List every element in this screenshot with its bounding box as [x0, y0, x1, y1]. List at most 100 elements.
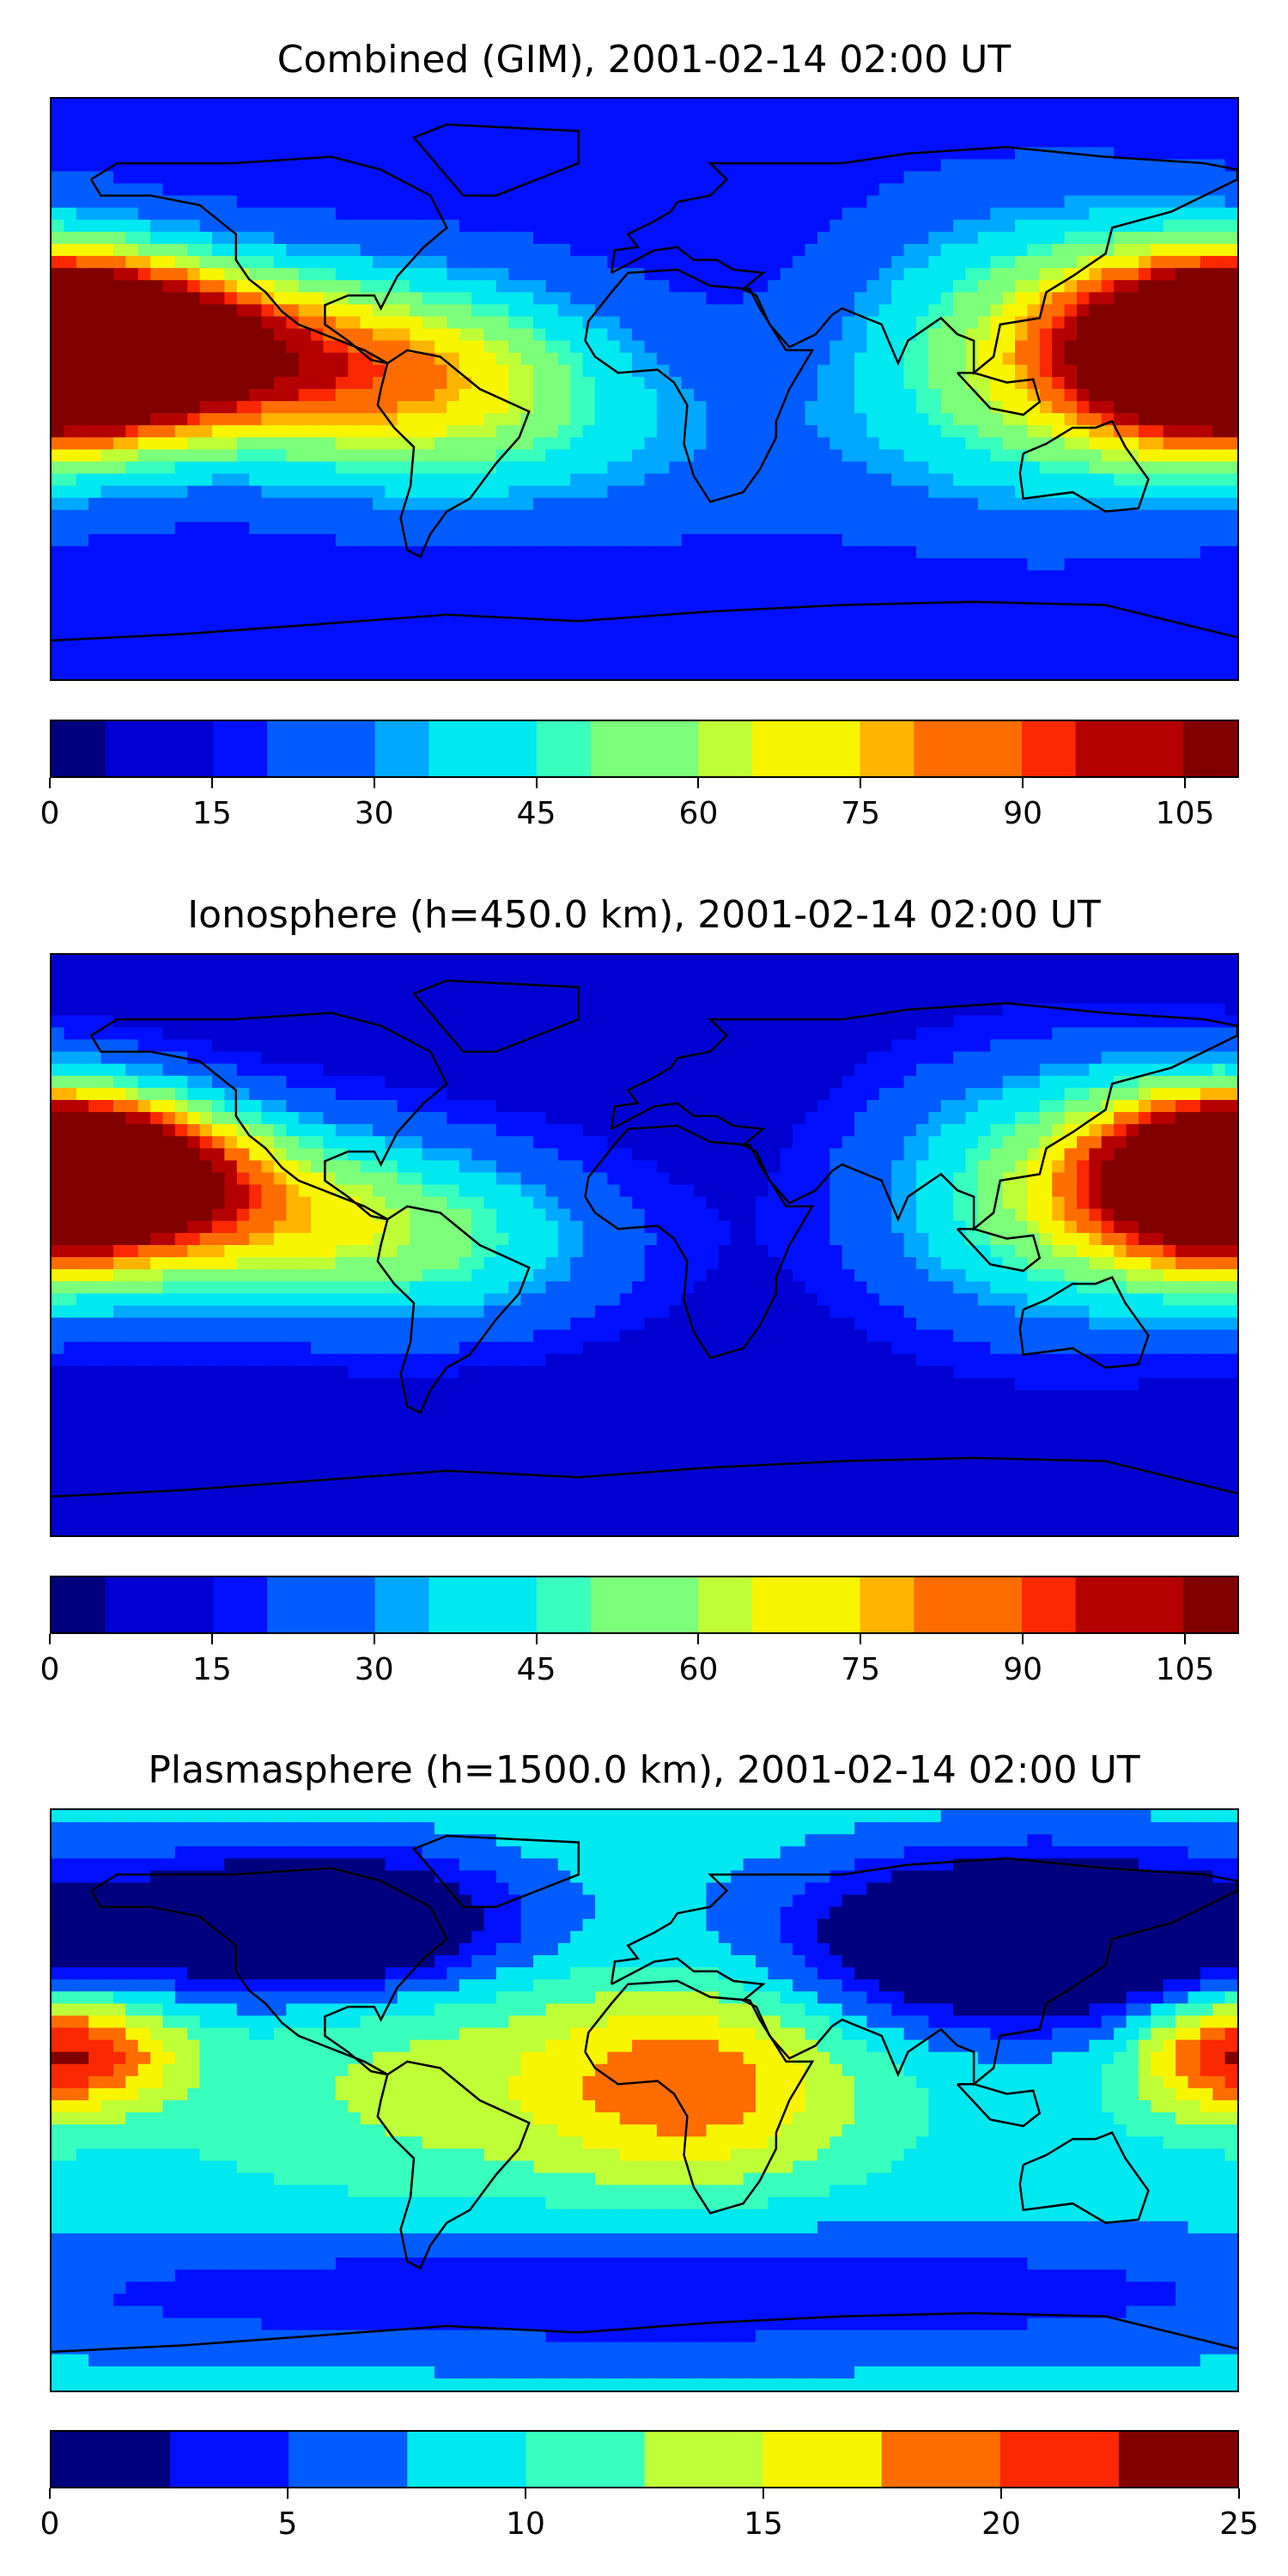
map-cell	[1027, 594, 1041, 608]
map-cell	[1076, 654, 1090, 668]
map-cell	[137, 292, 151, 306]
map-cell	[261, 171, 275, 185]
map-cell	[940, 449, 954, 463]
map-cell	[841, 955, 855, 968]
map-cell	[768, 425, 781, 438]
map-cell	[224, 979, 238, 992]
map-cell	[965, 316, 979, 330]
map-cell	[866, 570, 880, 583]
map-cell	[545, 183, 559, 197]
map-cell	[965, 558, 979, 571]
map-cell	[1212, 389, 1226, 402]
map-cell	[447, 425, 460, 438]
map-cell	[669, 364, 683, 378]
map-cell	[990, 364, 1004, 378]
map-cell	[224, 401, 238, 414]
map-cell	[656, 570, 670, 583]
map-cell	[137, 328, 151, 342]
map-cell	[373, 268, 386, 281]
map-cell	[174, 521, 188, 535]
map-cell	[224, 256, 238, 269]
map-cell	[88, 280, 102, 293]
map-cell	[459, 147, 472, 161]
map-cell	[1163, 594, 1176, 608]
map-cell	[780, 521, 793, 535]
map-cell	[174, 461, 188, 475]
colorbar-segment	[483, 721, 538, 776]
map-cell	[162, 449, 176, 463]
map-cell	[915, 582, 929, 596]
map-cell	[1188, 123, 1201, 136]
map-cell	[76, 437, 89, 451]
map-cell	[64, 979, 77, 992]
map-cell	[1052, 123, 1066, 136]
map-cell	[928, 955, 942, 968]
map-cell	[1015, 135, 1029, 148]
map-cell	[483, 219, 497, 233]
map-cell	[249, 401, 263, 414]
map-cell	[1089, 159, 1103, 173]
map-cell	[397, 979, 410, 992]
map-cell	[706, 534, 720, 547]
map-cell	[619, 967, 633, 980]
map-cell	[878, 401, 892, 414]
chart-title: Combined (GIM), 2001-02-14 02:00 UT	[276, 38, 1012, 82]
map-cell	[323, 99, 337, 112]
map-cell	[422, 642, 435, 656]
map-cell	[1076, 413, 1090, 426]
map-cell	[718, 582, 732, 596]
map-cell	[434, 473, 447, 487]
map-cell	[125, 231, 139, 245]
map-cell	[1188, 642, 1201, 656]
map-cell	[434, 618, 447, 632]
map-cell	[990, 340, 1004, 354]
colorbar-tick-label: 75	[841, 796, 881, 831]
map-cell	[471, 280, 485, 293]
map-cell	[249, 666, 263, 679]
map-cell	[52, 485, 64, 499]
map-cell	[199, 316, 213, 330]
map-cell	[495, 207, 509, 221]
map-cell	[644, 413, 658, 426]
map-cell	[977, 183, 991, 197]
map-cell	[88, 328, 102, 342]
map-cell	[373, 147, 386, 161]
map-cell	[1064, 292, 1078, 306]
map-cell	[100, 955, 114, 968]
map-cell	[928, 328, 942, 342]
map-cell	[64, 364, 77, 378]
map-cell	[373, 449, 386, 463]
map-cell	[261, 159, 275, 173]
map-cell	[594, 955, 608, 968]
map-cell	[656, 449, 670, 463]
map-cell	[545, 546, 559, 559]
map-cell	[471, 967, 485, 980]
map-cell	[1163, 509, 1176, 523]
map-cell	[878, 485, 892, 499]
map-cell	[854, 111, 868, 124]
map-cell	[706, 642, 720, 656]
map-cell	[594, 509, 608, 523]
map-cell	[841, 497, 855, 511]
map-cell	[1224, 437, 1237, 451]
colorbar-segment	[698, 721, 753, 776]
map-cell	[76, 449, 89, 463]
map-cell	[878, 304, 892, 318]
map-cell	[187, 316, 201, 330]
map-cell	[495, 582, 509, 596]
map-cell	[224, 231, 238, 245]
colorbar-tick	[1022, 778, 1024, 788]
map-cell	[768, 521, 781, 535]
map-cell	[755, 558, 769, 571]
map-cell	[112, 413, 126, 426]
map-cell	[150, 606, 164, 620]
colorbar-tick	[860, 778, 862, 788]
map-cell	[731, 219, 744, 233]
map-cell	[1212, 171, 1226, 185]
map-cell	[644, 558, 658, 571]
map-cell	[940, 256, 954, 269]
map-cell	[644, 256, 658, 269]
map-cell	[915, 304, 929, 318]
map-cell	[125, 256, 139, 269]
map-cell	[471, 364, 485, 378]
